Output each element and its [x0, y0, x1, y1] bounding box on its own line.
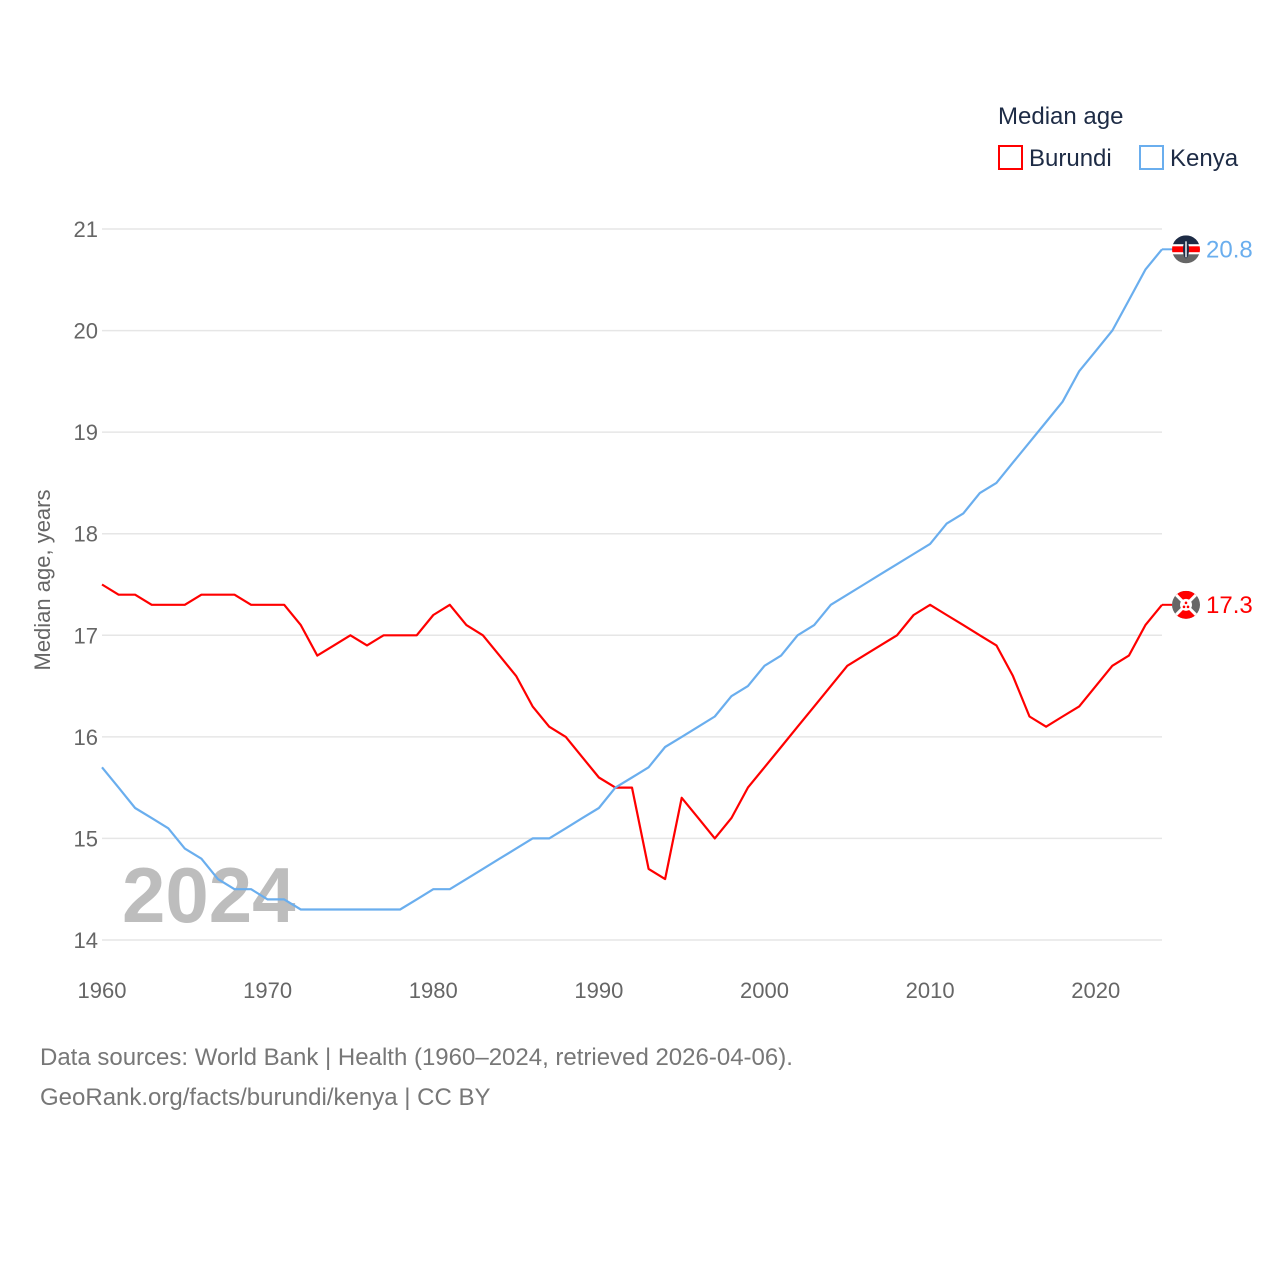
y-tick-label: 21 [74, 217, 98, 242]
x-tick-label: 2000 [740, 978, 789, 1003]
x-tick-label: 1970 [243, 978, 292, 1003]
y-tick-label: 14 [74, 928, 98, 953]
y-axis-ticks: 14 15 16 17 18 19 20 21 [74, 217, 98, 953]
y-tick-label: 15 [74, 826, 98, 851]
y-tick-label: 20 [74, 319, 98, 344]
x-axis-ticks: 1960 1970 1980 1990 2000 2010 2020 [78, 978, 1121, 1003]
end-label-kenya: 20.8 [1206, 236, 1253, 263]
kenya-flag-icon [1172, 235, 1200, 264]
footer-sources: Data sources: World Bank | Health (1960–… [40, 1044, 793, 1071]
legend-swatch-burundi [998, 145, 1023, 170]
legend-label-burundi[interactable]: Burundi [1029, 145, 1112, 172]
series-lines [101, 248, 1172, 911]
legend-label-kenya[interactable]: Kenya [1170, 145, 1239, 172]
y-tick-label: 19 [74, 420, 98, 445]
series-line-kenya [101, 248, 1163, 911]
x-tick-label: 2020 [1071, 978, 1120, 1003]
legend-title: Median age [998, 103, 1123, 130]
legend-swatch-kenya [1139, 145, 1164, 170]
y-tick-label: 16 [74, 725, 98, 750]
series-line-burundi [101, 583, 1163, 881]
x-tick-label: 2010 [906, 978, 955, 1003]
y-axis-label: Median age, years [30, 490, 55, 671]
end-label-burundi: 17.3 [1206, 592, 1253, 619]
burundi-flag-icon [1172, 590, 1200, 619]
line-chart: 14 15 16 17 18 19 20 21 1960 1970 1980 1990 2000 201… [30, 103, 1253, 1003]
x-tick-label: 1980 [409, 978, 458, 1003]
y-tick-label: 17 [74, 623, 98, 648]
y-tick-label: 18 [74, 522, 98, 547]
x-tick-label: 1990 [574, 978, 623, 1003]
x-tick-label: 1960 [78, 978, 127, 1003]
grid-lines [102, 228, 1162, 941]
footer-link[interactable]: GeoRank.org/facts/burundi/kenya | CC BY [40, 1084, 491, 1111]
year-watermark: 2024 [122, 851, 296, 939]
legend: Median age Burundi Kenya [998, 103, 1239, 172]
